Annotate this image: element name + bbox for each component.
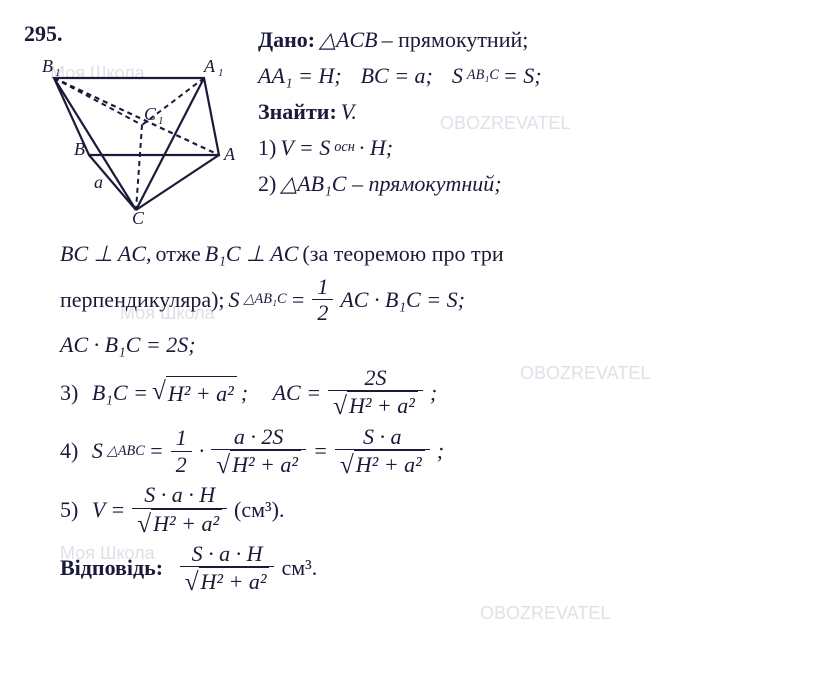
step2-n: 2) <box>258 168 276 200</box>
svg-text:B: B <box>42 56 53 76</box>
find-label: Знайти: <box>258 96 337 128</box>
perp-d: (за теоремою про три <box>302 238 503 270</box>
aa1-eq: AA₁ = H; <box>258 60 342 92</box>
answer-frac: S · a · H √H² + a² <box>180 541 275 596</box>
ac-frac: 2S √H² + a² <box>328 365 423 420</box>
b1c-sqrt: √H² + a² <box>152 376 237 410</box>
step2-eq: △AB₁C – прямокутний; <box>280 168 501 200</box>
s4-half: 12 <box>171 425 192 477</box>
svg-text:1: 1 <box>158 115 164 127</box>
b1c-lhs: B₁C = <box>92 377 148 409</box>
s5-lhs: V = <box>92 494 125 526</box>
perp-c: B₁C ⊥ AC <box>205 238 299 270</box>
half-frac: 12 <box>312 274 333 326</box>
step1-n: 1) <box>258 132 276 164</box>
s4-eq1: = <box>149 435 164 467</box>
s-rhs: = S; <box>503 60 542 92</box>
step1-sub: осн <box>334 137 355 158</box>
s5-unit: (см³). <box>234 494 284 526</box>
watermark: OBOZREVATEL <box>480 600 610 626</box>
step4-n: 4) <box>60 435 78 467</box>
s5-frac: S · a · H √H² + a² <box>132 482 227 537</box>
step3-n: 3) <box>60 377 78 409</box>
svg-text:a: a <box>94 172 103 192</box>
ac-lhs: AC = <box>273 377 321 409</box>
find-what: V. <box>341 96 357 128</box>
s-sub: AB₁C <box>467 65 499 86</box>
problem-number: 295. <box>24 18 63 50</box>
svg-text:C: C <box>144 104 157 124</box>
b1c-tail: ; <box>241 377 248 409</box>
svg-text:B: B <box>74 139 85 159</box>
s4-f1: a · 2S √H² + a² <box>211 424 306 479</box>
s4-lhs: S <box>92 435 103 467</box>
answer-label: Відповідь: <box>60 552 163 584</box>
ac-b1c-eq: AC · B₁C = 2S; <box>60 329 196 361</box>
step1-tail: · H; <box>359 132 393 164</box>
ac-tail: ; <box>430 377 437 409</box>
s4-eq2: = <box>313 435 328 467</box>
bc-eq: BC = a; <box>361 60 433 92</box>
step5-n: 5) <box>60 494 78 526</box>
svg-text:A: A <box>223 144 236 164</box>
svg-text:1: 1 <box>55 67 61 79</box>
s4-dot: · <box>199 435 205 467</box>
svg-text:A: A <box>203 56 216 76</box>
perp-2: перпендикуляра); <box>60 284 225 316</box>
sf-lhs: S <box>229 284 240 316</box>
given-label: Дано: <box>258 24 315 56</box>
sf-mid: = <box>291 284 306 316</box>
svg-text:1: 1 <box>218 67 224 79</box>
sf-rhs: AC · B₁C = S; <box>340 284 465 316</box>
triangle-acb: △ACB <box>319 24 377 56</box>
s4-tail: ; <box>437 435 444 467</box>
svg-text:C: C <box>132 208 145 225</box>
prism-figure: B1 A1 C1 B A C a <box>24 50 244 234</box>
perp-a: BC ⊥ AC, <box>60 238 152 270</box>
right-angle-text: – прямокутний; <box>382 24 529 56</box>
s-lhs: S <box>452 60 463 92</box>
perp-b: отже <box>156 238 201 270</box>
step1-eq: V = S <box>280 132 330 164</box>
s4-f2: S · a √H² + a² <box>335 424 430 479</box>
answer-unit: см³. <box>281 552 317 584</box>
s4-sub: △ABC <box>107 441 145 462</box>
sf-sub: △AB₁C <box>244 289 287 310</box>
